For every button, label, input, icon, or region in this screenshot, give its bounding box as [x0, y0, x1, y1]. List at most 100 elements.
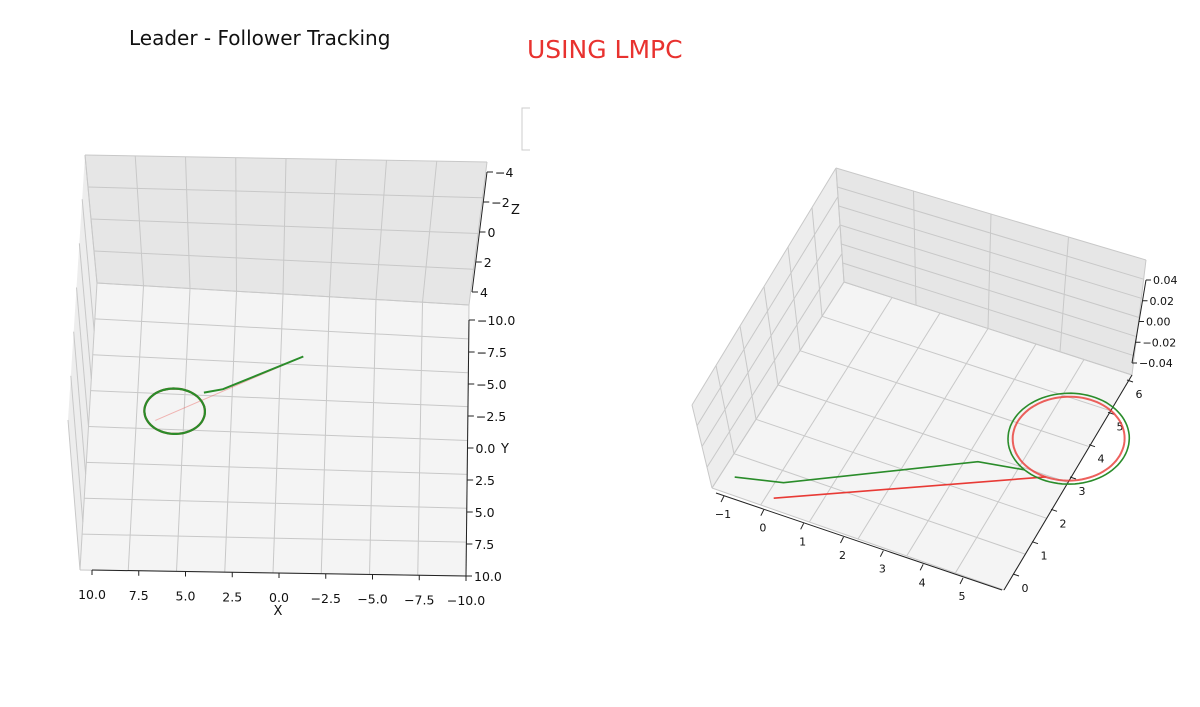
floor-grid-line — [86, 461, 468, 475]
x-tick-mark — [879, 550, 884, 557]
y-tick-label: 4 — [1098, 453, 1105, 466]
floor-grid-line — [94, 318, 469, 340]
left-wall-grid-line — [706, 253, 843, 468]
floor-grid-line — [82, 533, 467, 543]
y-axis-label: Y — [500, 442, 509, 457]
y-tick-label: −10.0 — [477, 313, 515, 328]
x-tick-label: 5 — [959, 590, 966, 603]
z-tick-label: 0 — [488, 225, 496, 240]
y-tick-label: 0 — [1022, 582, 1029, 595]
x-tick-label: 7.5 — [129, 588, 149, 603]
legend-box-fragment — [521, 107, 530, 151]
x-tick-mark — [840, 536, 844, 544]
x-tick-label: −1 — [715, 508, 731, 521]
y-tick-label: 2.5 — [475, 473, 495, 488]
x-tick-mark — [959, 577, 964, 585]
y-tick-label: −5.0 — [476, 377, 506, 392]
x-tick-label: 2.5 — [222, 589, 242, 604]
side-grid-line — [78, 243, 92, 379]
side-grid-line — [67, 419, 81, 571]
y-tick-label: −7.5 — [477, 345, 507, 360]
y-tick-mark — [1126, 379, 1134, 383]
floor-pane — [80, 283, 469, 576]
z-tick-label: −4 — [495, 165, 513, 180]
leader-circle-path — [1011, 395, 1126, 482]
y-tick-label: 3 — [1079, 485, 1086, 498]
floor-grid-line — [90, 390, 468, 408]
x-tick-label: −5.0 — [357, 592, 387, 607]
floor-grid-line — [821, 315, 1111, 412]
floor-grid-line — [711, 487, 1005, 591]
y-tick-label: 6 — [1136, 388, 1143, 401]
z-tick-label: 0.00 — [1146, 316, 1171, 329]
follower-circle-path — [1007, 392, 1131, 485]
x-tick-label: 5.0 — [176, 589, 196, 604]
floor-grid-line — [84, 497, 467, 509]
x-tick-label: 0 — [759, 522, 766, 535]
x-axis-label: X — [274, 604, 283, 619]
y-tick-mark — [1012, 573, 1020, 577]
left-wall-grid-line — [691, 167, 837, 406]
top-grid-line — [96, 282, 470, 306]
y-tick-mark — [1050, 508, 1058, 512]
x-tick-label: 10.0 — [78, 587, 106, 602]
y-tick-label: 2 — [1060, 517, 1067, 530]
x-tick-label: 0.0 — [269, 590, 289, 605]
x-tick-label: 4 — [919, 576, 926, 589]
back-wall-grid-line — [913, 190, 917, 306]
y-tick-label: 5.0 — [475, 505, 495, 520]
y-tick-mark — [1031, 541, 1039, 545]
side-grid-line — [81, 199, 95, 331]
top-grid-line — [87, 186, 483, 199]
x-tick-label: −10.0 — [447, 593, 485, 608]
y-tick-label: 5 — [1117, 420, 1124, 433]
y-tick-mark — [1088, 444, 1096, 448]
z-tick-label: −2 — [491, 195, 509, 210]
follower-trajectory-line — [734, 460, 1025, 484]
z-tick-label: 0.02 — [1150, 295, 1175, 308]
follower-circle-path — [143, 387, 206, 435]
x-axis-line — [715, 492, 1003, 591]
z-tick-label: −0.04 — [1139, 357, 1173, 370]
z-axis-label: Z — [511, 203, 520, 218]
x-tick-mark — [720, 495, 725, 503]
side-grid-line — [73, 331, 87, 475]
side-grid-line — [84, 154, 98, 284]
y-tick-label: 1 — [1041, 550, 1048, 563]
left-wall-grid-line — [701, 224, 841, 447]
x-tick-mark — [800, 523, 805, 530]
y-tick-mark — [1069, 476, 1077, 480]
side-grid-line — [76, 287, 89, 427]
floor-grid-line — [755, 418, 1047, 519]
y-tick-label: 0.0 — [476, 441, 496, 456]
x-tick-label: −7.5 — [404, 592, 434, 607]
x-tick-label: −2.5 — [311, 591, 341, 606]
floor-grid-line — [733, 453, 1026, 555]
right-3d-plot: −1 0 1 2 3 4 5 0 1 2 3 4 5 6 −0.04 −0.02 0.00 0.02 0.04 — [691, 167, 1178, 603]
z-tick-label: 2 — [484, 255, 492, 270]
top-grid-line — [84, 154, 488, 163]
right-chart-title: USING LMPC — [527, 35, 683, 64]
z-tick-label: −0.02 — [1143, 336, 1177, 349]
x-tick-label: 2 — [839, 549, 846, 562]
follower-trajectory-line — [203, 355, 304, 394]
floor-grid-line — [799, 350, 1090, 448]
x-tick-mark — [760, 509, 765, 516]
top-grid-line — [93, 250, 474, 270]
y-tick-mark — [1107, 411, 1115, 415]
left-chart-title: Leader - Follower Tracking — [129, 26, 391, 50]
x-tick-label: 1 — [799, 535, 806, 548]
z-tick-label: 4 — [480, 285, 488, 300]
floor-grid-line — [92, 354, 469, 374]
left-3d-plot: 10.0 7.5 5.0 2.5 0.0 −2.5 −5.0 −7.5 −10.0X−10.0−… — [67, 154, 520, 619]
leader-trajectory-line — [773, 476, 1046, 499]
top-grid-line — [90, 218, 479, 234]
left-wall-grid-line — [711, 281, 845, 489]
back-wall-grid-line — [1059, 236, 1069, 352]
y-tick-label: 7.5 — [474, 537, 494, 552]
y-tick-label: 10.0 — [474, 569, 502, 584]
left-wall-grid-line — [696, 196, 839, 427]
back-wall-grid-line — [1131, 259, 1147, 376]
y-tick-label: −2.5 — [476, 409, 506, 424]
